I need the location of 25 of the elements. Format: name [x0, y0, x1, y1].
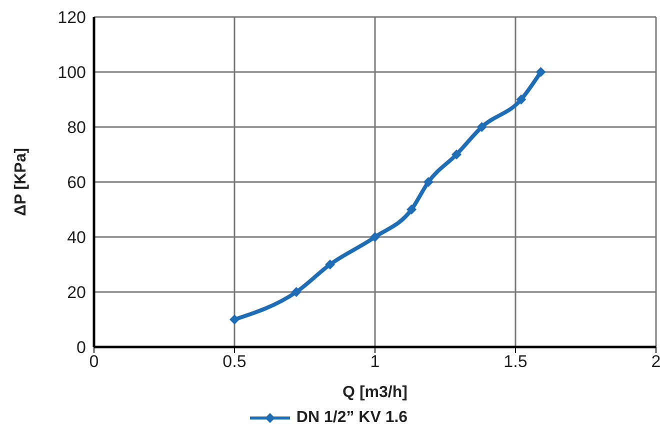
point [325, 260, 336, 270]
x-tick-label: 0.5 [222, 352, 246, 372]
legend-label: DN 1/2” KV 1.6 [296, 409, 408, 427]
point [370, 232, 380, 242]
point [451, 150, 462, 160]
y-tick-label: 0 [76, 338, 86, 358]
x-tick-label: 2 [651, 352, 661, 372]
point [516, 94, 526, 104]
y-tick-label: 60 [67, 173, 86, 192]
y-tick-label: 120 [58, 8, 86, 28]
y-tick-label: 40 [67, 228, 86, 248]
x-tick-label: 1 [370, 352, 380, 372]
y-tick-label: 80 [67, 118, 86, 138]
point [423, 177, 434, 187]
y-axis-title: ΔP [KPa] [12, 148, 30, 216]
point [476, 122, 487, 132]
x-tick-label: 1.5 [504, 352, 528, 372]
y-tick-label: 20 [67, 283, 86, 302]
point [230, 314, 240, 324]
x-tick-label: 0 [89, 352, 99, 372]
x-axis-title: Q [m3/h] [342, 384, 408, 401]
point [536, 67, 546, 77]
point [291, 287, 302, 297]
y-tick-label: 100 [58, 63, 86, 82]
point [406, 204, 417, 214]
